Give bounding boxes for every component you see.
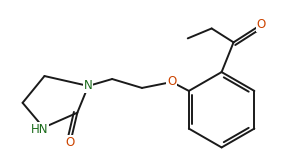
Text: O: O (257, 18, 266, 31)
Text: O: O (167, 75, 177, 89)
Text: HN: HN (31, 123, 48, 136)
Text: O: O (66, 136, 75, 149)
Text: N: N (84, 79, 93, 92)
